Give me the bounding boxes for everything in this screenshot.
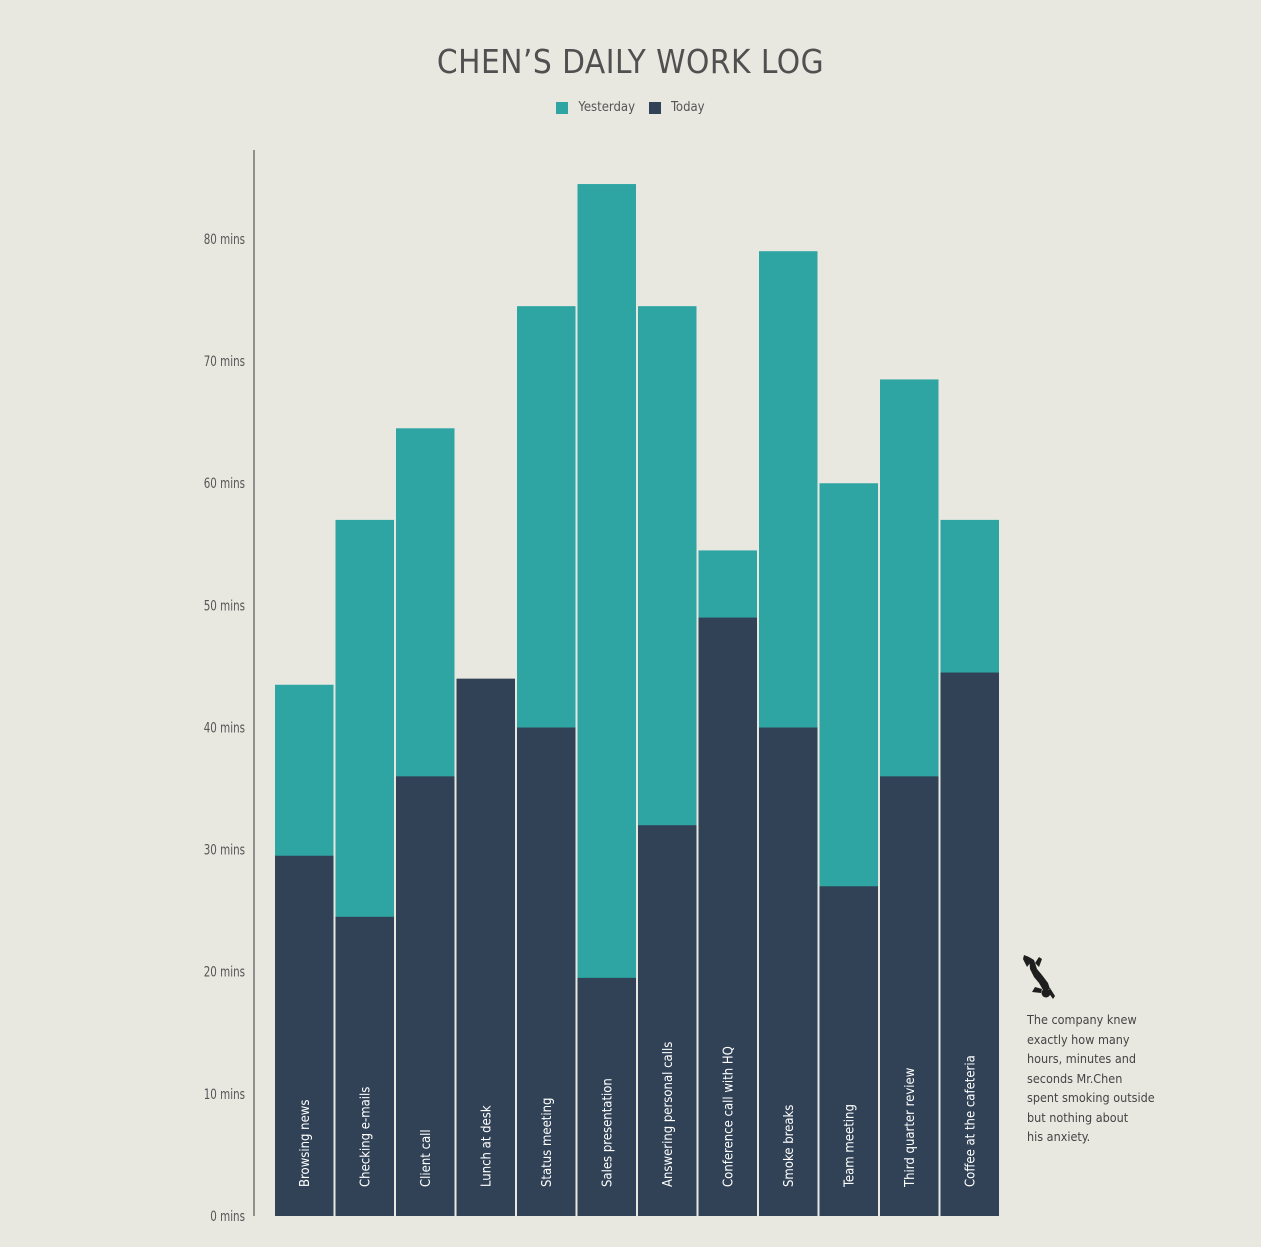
category-label: Browsing news <box>298 1100 313 1187</box>
bar-today <box>517 727 576 1216</box>
falling-person-icon <box>1023 955 1055 999</box>
note-line: his anxiety. <box>1027 1129 1091 1144</box>
bar-today <box>577 977 636 1216</box>
legend-label-today: Today <box>670 100 705 115</box>
bar-today <box>698 617 757 1216</box>
category-label: Coffee at the cafeteria <box>963 1055 978 1187</box>
y-tick-label: 80 mins <box>204 232 245 248</box>
category-label: Third quarter review <box>903 1067 918 1188</box>
bar-today <box>456 678 515 1216</box>
y-tick-label: 10 mins <box>204 1087 245 1103</box>
legend-item-yesterday: Yesterday <box>556 100 635 115</box>
legend: Yesterday Today <box>0 100 1261 115</box>
category-label: Lunch at desk <box>479 1105 494 1187</box>
bar-today <box>759 727 818 1216</box>
category-label: Team meeting <box>842 1104 857 1188</box>
legend-label-yesterday: Yesterday <box>578 100 635 115</box>
bar-today <box>335 916 394 1216</box>
bar-today <box>275 855 334 1216</box>
bar-today <box>940 672 999 1216</box>
y-tick-label: 60 mins <box>204 476 245 492</box>
note-line: exactly how many <box>1027 1031 1130 1047</box>
legend-item-today: Today <box>648 100 705 115</box>
y-tick-label: 40 mins <box>204 720 245 736</box>
y-tick-label: 50 mins <box>204 598 245 614</box>
legend-swatch-today <box>648 101 661 114</box>
chart-title: CHEN’S DAILY WORK LOG <box>436 42 825 81</box>
note-line: hours, minutes and <box>1027 1051 1137 1066</box>
note-line: spent smoking outside <box>1027 1090 1155 1105</box>
note-line: but nothing about <box>1027 1109 1129 1125</box>
y-tick-label: 20 mins <box>204 965 245 981</box>
note-line: seconds Mr.Chen <box>1027 1070 1123 1086</box>
category-label: Smoke breaks <box>782 1105 797 1187</box>
bar-today <box>880 776 939 1216</box>
y-tick-label: 0 mins <box>210 1209 245 1225</box>
y-tick-label: 70 mins <box>204 354 245 370</box>
legend-swatch-yesterday <box>556 101 569 114</box>
bar-today <box>638 825 697 1216</box>
category-label: Client call <box>419 1129 434 1187</box>
category-label: Answering personal calls <box>661 1042 676 1187</box>
annotation-note: The company knew exactly how many hours,… <box>1027 1010 1167 1147</box>
category-label: Sales presentation <box>600 1078 615 1187</box>
bar-today <box>819 886 878 1216</box>
category-label: Checking e-mails <box>358 1087 373 1187</box>
bar-today <box>396 776 455 1216</box>
category-label: Status meeting <box>540 1098 555 1187</box>
y-tick-label: 30 mins <box>204 843 245 859</box>
category-label: Conference call with HQ <box>721 1046 736 1187</box>
note-line: The company knew <box>1027 1012 1137 1027</box>
